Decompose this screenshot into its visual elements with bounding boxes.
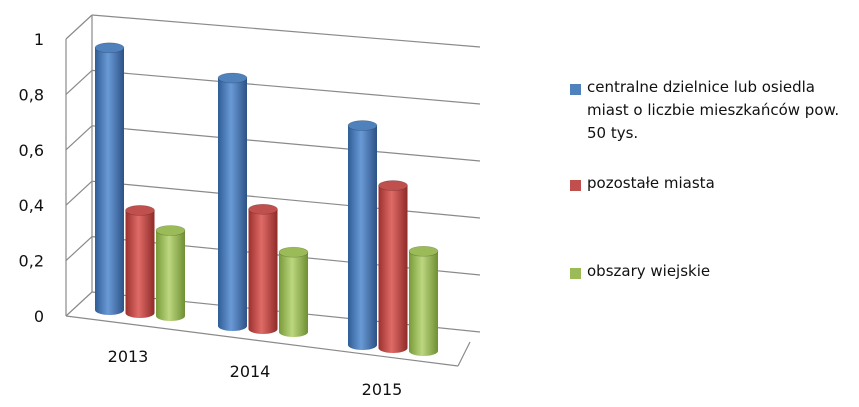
- gridline-4: [91, 69, 481, 105]
- bar-body-2014-series-1: [248, 209, 278, 334]
- bar-2014-series-2: [278, 246, 309, 337]
- legend-label-series-0: centralne dzielnice lub osiedla miast o …: [587, 78, 840, 142]
- gridline-5: [91, 14, 481, 48]
- y-tick-label-4: 0,8: [19, 85, 44, 104]
- bar-2015-series-2: [408, 245, 439, 357]
- legend-label-series-2: obszary wiejskie: [587, 262, 711, 280]
- axis-layer: [65, 15, 471, 367]
- bar-body-2014-series-0: [218, 78, 247, 332]
- y-tick-label-2: 0,4: [19, 196, 44, 215]
- gridline-connector-5: [65, 14, 93, 40]
- bar-cap-2014-series-2: [278, 246, 309, 258]
- x-axis-line: [65, 315, 459, 367]
- gridline-2: [91, 180, 481, 219]
- floor-right-edge: [457, 341, 471, 367]
- bar-2015-series-0: [347, 120, 378, 350]
- legend-label-series-1: pozostałe miasta: [587, 174, 715, 192]
- legend-swatch-series-0: [570, 84, 581, 95]
- bar-2013-series-0: [94, 42, 125, 316]
- bar-body-2013-series-2: [156, 230, 185, 321]
- x-tick-label-2015: 2015: [362, 380, 403, 399]
- bar-2014-series-0: [217, 72, 248, 332]
- x-tick-label-2014: 2014: [230, 362, 271, 381]
- bar-2015-series-1: [378, 180, 408, 353]
- bar-cap-2015-series-1: [378, 180, 408, 191]
- gridline-connector-4: [65, 69, 93, 95]
- bar-cap-2013-series-1: [125, 205, 155, 216]
- y-tick-label-3: 0,6: [19, 141, 44, 160]
- bar-body-2014-series-2: [279, 252, 308, 337]
- legend-swatch-series-2: [570, 268, 581, 279]
- gridline-connector-1: [65, 236, 93, 262]
- x-tick-label-2013: 2013: [108, 347, 149, 366]
- label-layer: 0 0,2 0,4 0,6 0,8 1 2013 2014 2015: [19, 30, 403, 399]
- y-tick-label-1: 0,2: [19, 252, 44, 271]
- bar-cap-2013-series-0: [94, 42, 125, 54]
- bar-cap-2013-series-2: [155, 225, 186, 236]
- bar-body-2015-series-1: [378, 185, 408, 353]
- legend-item-series-0: centralne dzielnice lub osiedla miast o …: [570, 78, 852, 145]
- legend-item-series-2: obszary wiejskie: [570, 262, 852, 283]
- bar-2013-series-2: [155, 225, 186, 321]
- gridline-connector-0: [65, 291, 93, 317]
- bar-body-2015-series-0: [348, 125, 377, 350]
- bar-cap-2015-series-2: [408, 245, 439, 257]
- bar-body-2015-series-2: [409, 251, 438, 357]
- gridline-3: [91, 125, 481, 162]
- y-tick-label-0: 0: [34, 307, 44, 326]
- bar-cap-2015-series-0: [347, 120, 378, 131]
- bar-body-2013-series-1: [125, 210, 155, 318]
- legend-item-series-1: pozostałe miasta: [570, 174, 852, 195]
- bar-cap-2014-series-1: [248, 204, 278, 215]
- gridline-connector-2: [65, 180, 93, 206]
- bar-layer: [94, 42, 439, 357]
- bar-cap-2014-series-0: [217, 72, 248, 84]
- bar-2014-series-1: [248, 204, 278, 334]
- legend-swatch-series-1: [570, 180, 581, 191]
- bar-body-2013-series-0: [95, 47, 125, 316]
- bar-2013-series-1: [125, 205, 155, 318]
- gridline-connector-3: [65, 125, 93, 151]
- y-tick-label-5: 1: [34, 30, 44, 49]
